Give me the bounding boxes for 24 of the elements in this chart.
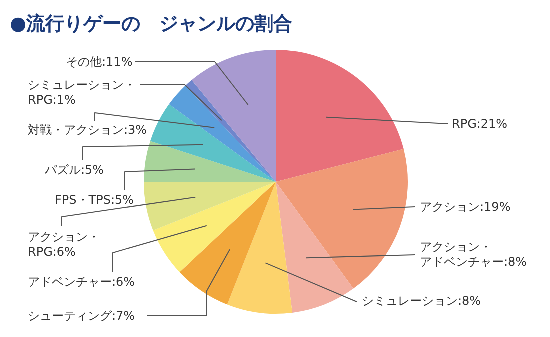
slice-label: FPS・TPS:5% — [55, 193, 134, 207]
pie-slice — [276, 182, 354, 313]
chart-title: ●流行りゲーの ジャンルの割合 — [10, 13, 293, 35]
slice-label: アクション:19% — [420, 200, 511, 214]
pie-slice — [276, 50, 404, 182]
slice-label: パズル:5% — [44, 163, 104, 177]
slice-label: 対戦・アクション:3% — [28, 123, 148, 137]
pie-slice — [276, 149, 408, 289]
slice-label: アドベンチャー:6% — [28, 275, 136, 289]
slice-label: シミュレーション:8% — [362, 294, 482, 308]
slice-label: その他:11% — [66, 55, 133, 69]
pie-slice — [150, 104, 276, 182]
slice-label: アクション・アドベンチャー:8% — [420, 240, 528, 269]
pie-slice — [180, 182, 276, 305]
pie-slice — [192, 50, 276, 182]
pie-slice — [227, 182, 293, 314]
pie-slice — [144, 182, 276, 231]
slice-label: RPG:21% — [452, 117, 508, 131]
slice-label: シミュレーション・RPG:1% — [28, 78, 136, 107]
pie-slice — [169, 86, 276, 182]
pie-slice — [144, 141, 276, 182]
slice-label: シューティング:7% — [28, 309, 136, 323]
slice-label: アクション・RPG:6% — [28, 230, 100, 259]
pie-slice — [153, 182, 276, 272]
